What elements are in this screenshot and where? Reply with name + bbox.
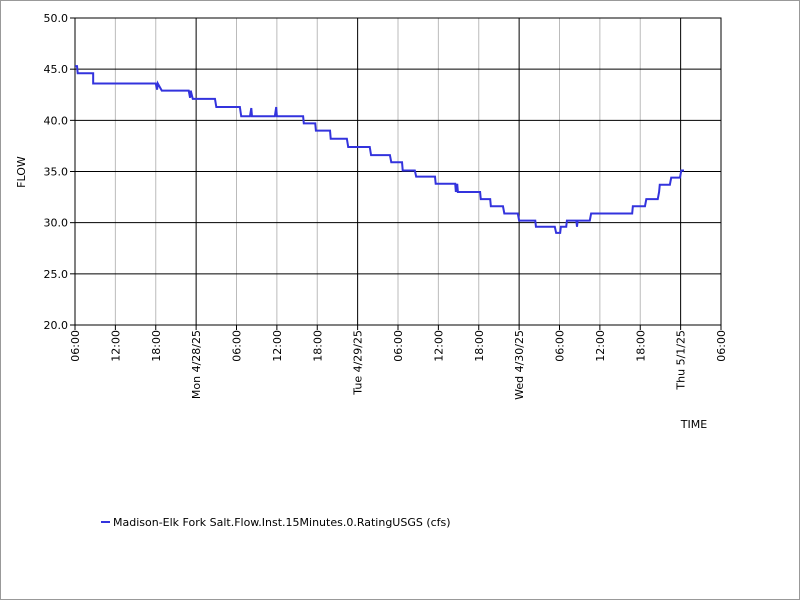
y-tick-label: 30.0 (44, 217, 69, 230)
x-tick-label: 18:00 (473, 330, 486, 362)
x-tick-label: 18:00 (311, 330, 324, 362)
x-tick-label: Thu 5/1/25 (675, 330, 688, 391)
x-tick-label: 12:00 (271, 330, 284, 362)
plot-area (74, 17, 722, 326)
x-tick-label: 06:00 (231, 330, 244, 362)
x-tick-label: 18:00 (150, 330, 163, 362)
x-tick-label: 06:00 (69, 330, 82, 362)
x-tick-label: Mon 4/28/25 (190, 330, 203, 399)
x-tick-label: 06:00 (392, 330, 405, 362)
y-tick-label: 35.0 (44, 166, 69, 179)
x-tick-label: 06:00 (554, 330, 567, 362)
y-tick-label: 20.0 (44, 319, 69, 332)
x-tick-label: Tue 4/29/25 (352, 330, 365, 396)
x-tick-label: 18:00 (634, 330, 647, 362)
y-axis-label: FLOW (15, 156, 28, 188)
y-tick-label: 50.0 (44, 12, 69, 25)
x-tick-label: 12:00 (594, 330, 607, 362)
legend-label: Madison-Elk Fork Salt.Flow.Inst.15Minute… (113, 516, 451, 529)
x-tick-label: 12:00 (432, 330, 445, 362)
y-tick-label: 25.0 (44, 268, 69, 281)
y-tick-label: 45.0 (44, 63, 69, 76)
x-tick-label: 12:00 (109, 330, 122, 362)
y-tick-label: 40.0 (44, 114, 69, 127)
x-tick-label: Wed 4/30/25 (513, 330, 526, 400)
x-axis-label: TIME (680, 418, 707, 431)
data-line (75, 65, 684, 234)
x-tick-label: 06:00 (715, 330, 728, 362)
